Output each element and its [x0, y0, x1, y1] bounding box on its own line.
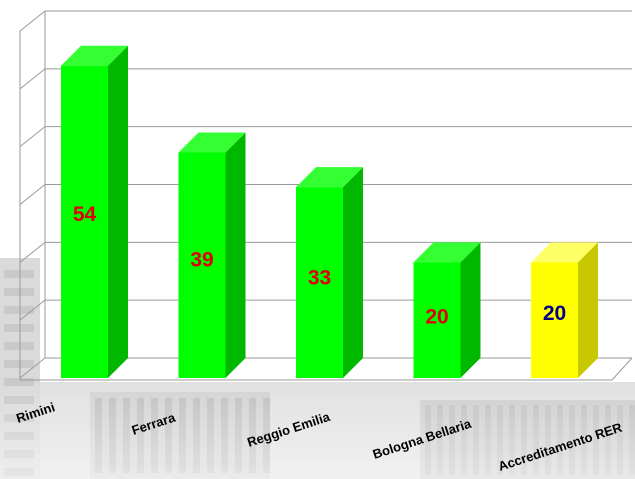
bar: 54: [61, 45, 128, 378]
bar-top: [296, 167, 363, 188]
bar: 20: [531, 242, 598, 378]
bar-side: [460, 242, 481, 378]
gridline-side: [19, 184, 46, 205]
floor-edge: [611, 357, 633, 381]
gridline-side: [19, 68, 46, 90]
bar: 20: [413, 242, 481, 378]
gridline-side: [19, 126, 46, 148]
bar-top: [178, 132, 246, 153]
value-label: 33: [308, 266, 331, 289]
value-label: 39: [190, 248, 213, 271]
bar: 33: [296, 167, 363, 378]
bar-side: [225, 132, 246, 378]
bar-top: [61, 45, 128, 66]
bar-top: [531, 242, 598, 263]
value-label: 20: [425, 305, 448, 328]
building-photo-background: [0, 258, 635, 479]
bar-front: [531, 262, 578, 378]
gridline-side: [19, 10, 46, 32]
bar-top: [413, 242, 481, 263]
bar-side: [578, 242, 598, 378]
gridline-side: [19, 357, 46, 379]
bar-front: [61, 65, 108, 378]
bar-side: [343, 167, 363, 378]
value-label: 20: [543, 302, 566, 325]
bars: 54 39 33 20 20: [61, 45, 598, 378]
gridline-side: [19, 241, 46, 263]
value-label: 54: [73, 203, 97, 226]
gridline-side: [19, 299, 46, 321]
building-photo: [0, 258, 635, 479]
bar-front: [178, 152, 226, 378]
bar-side: [108, 45, 128, 378]
bar: 39: [178, 132, 246, 378]
bar-front: [296, 187, 343, 378]
bar-front: [413, 262, 461, 378]
